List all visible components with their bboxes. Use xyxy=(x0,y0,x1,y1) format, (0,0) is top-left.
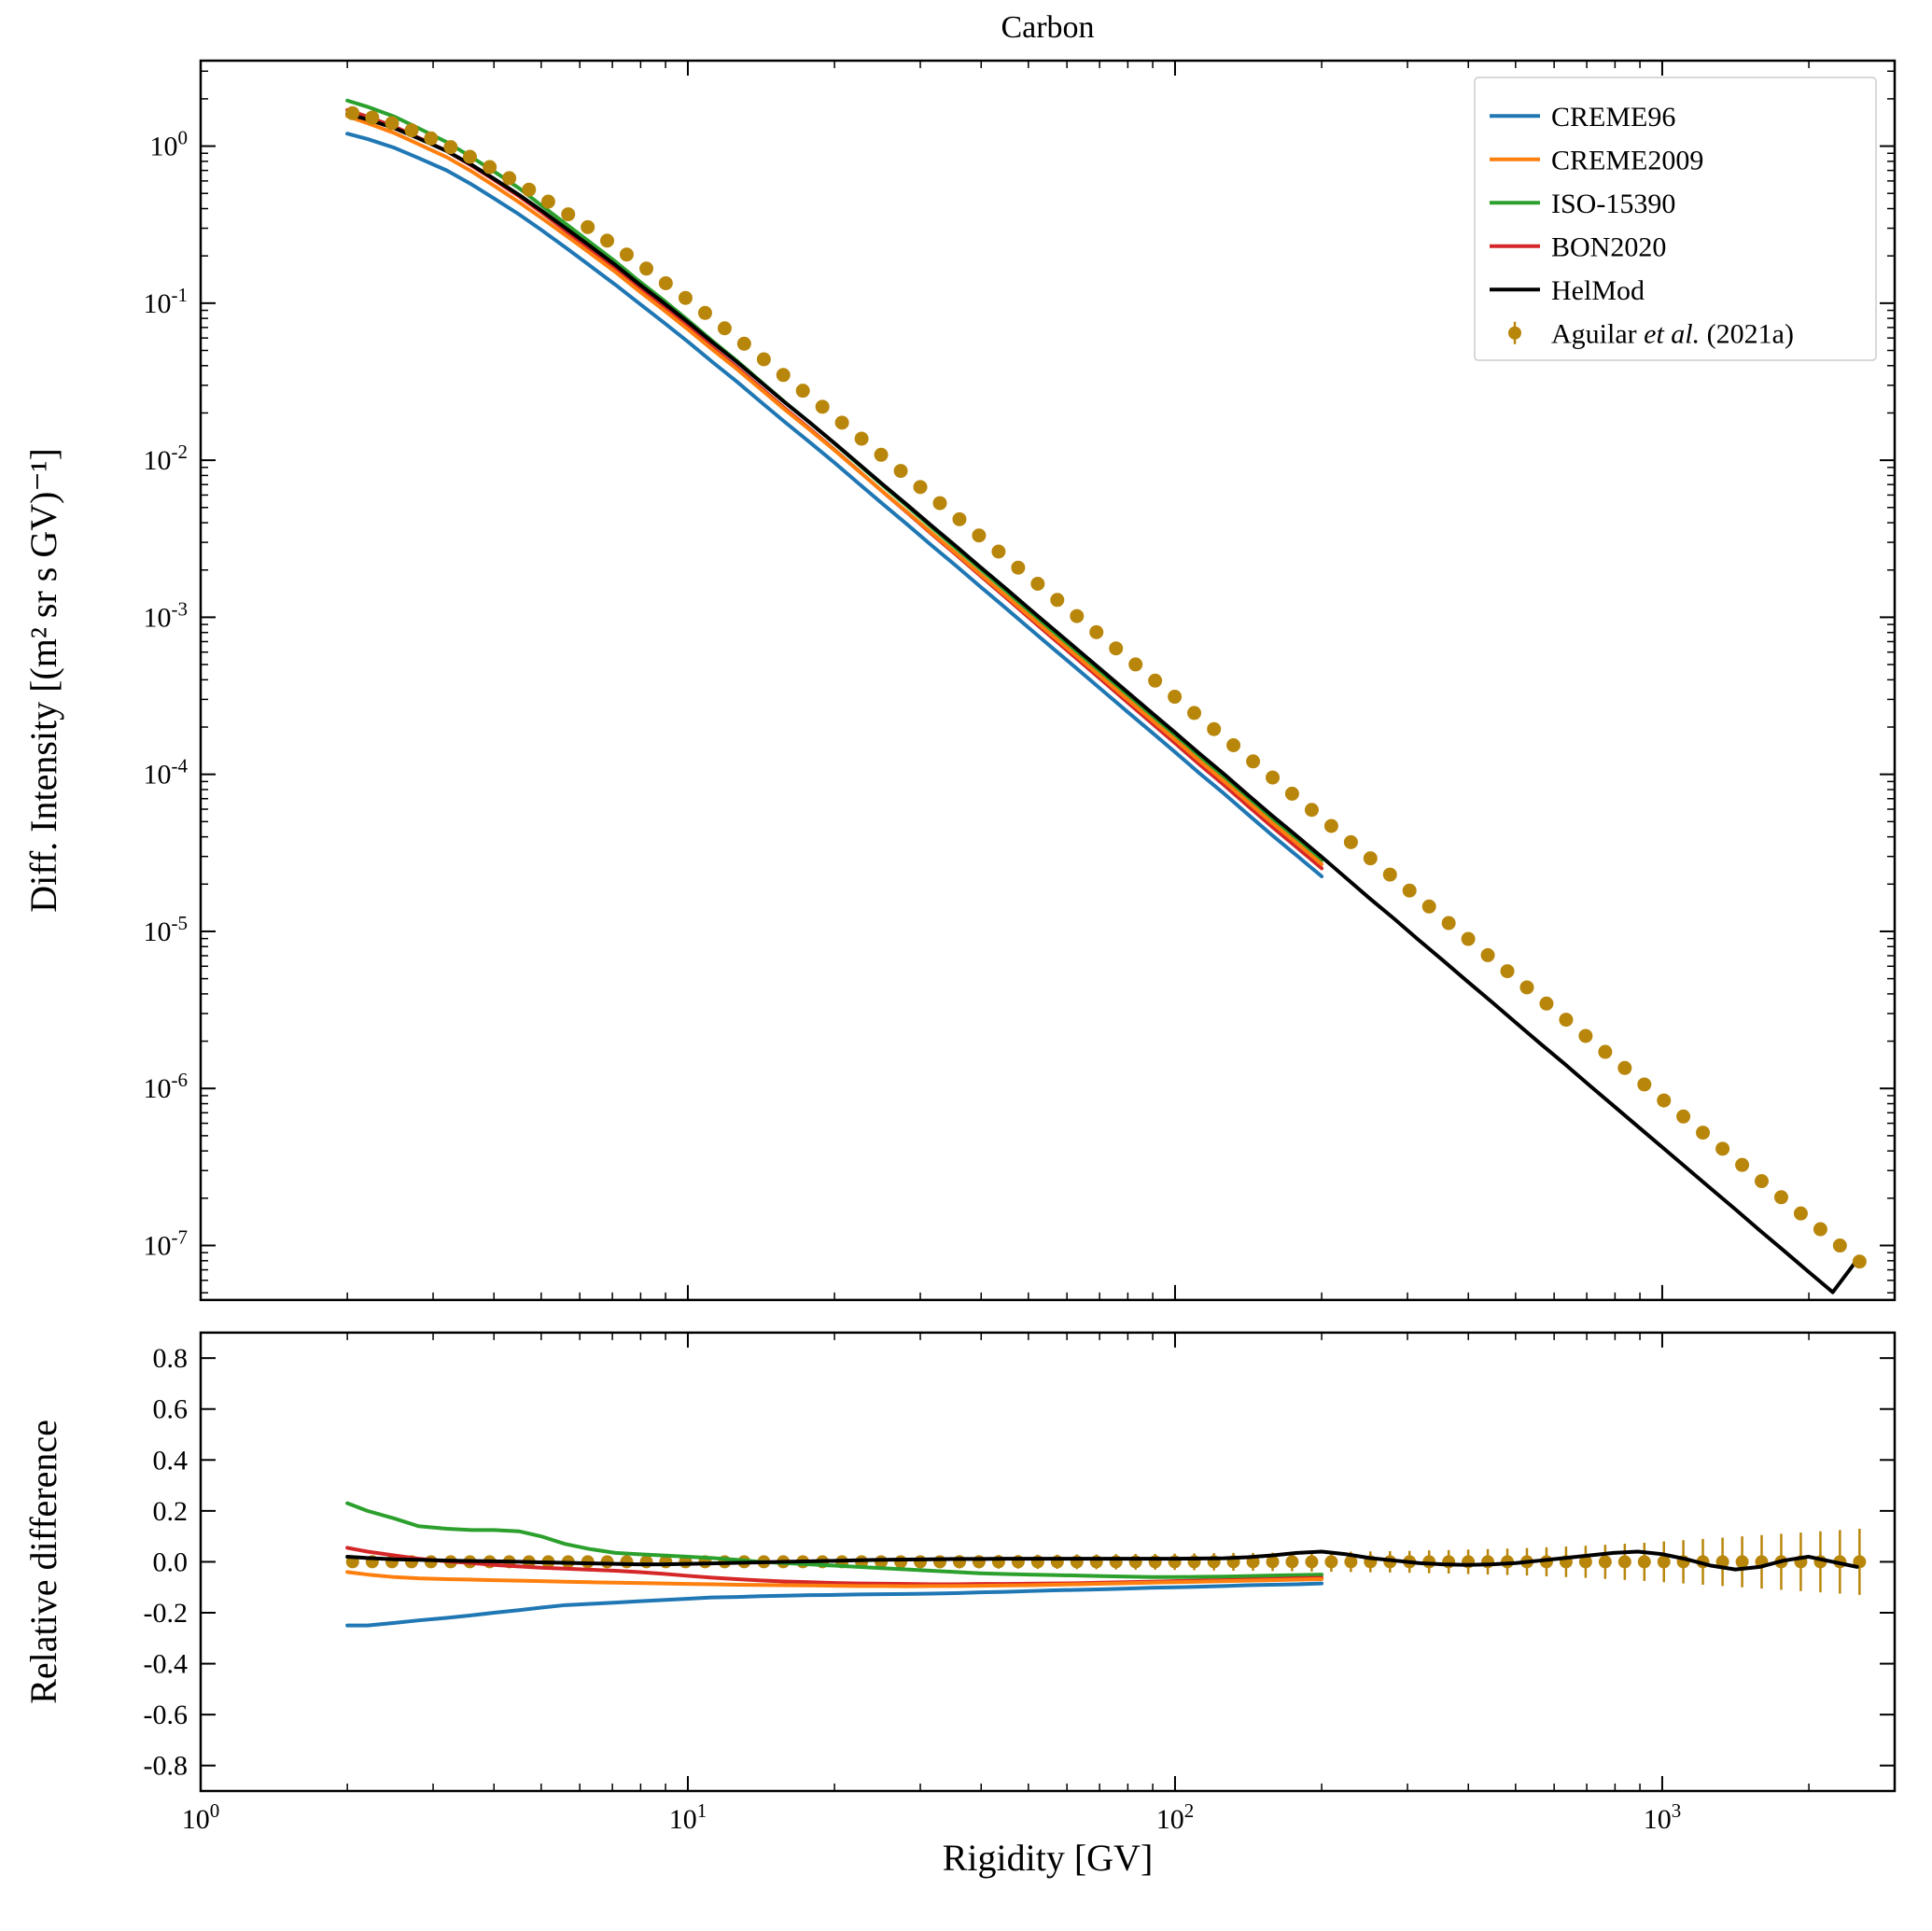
svg-text:103: 103 xyxy=(1644,1799,1682,1835)
legend-label: BON2020 xyxy=(1551,231,1666,262)
line-creme2009-bot xyxy=(347,1572,1322,1586)
svg-text:10-3: 10-3 xyxy=(144,597,189,633)
svg-text:10-1: 10-1 xyxy=(144,284,189,319)
svg-text:102: 102 xyxy=(1156,1799,1195,1835)
svg-text:10-7: 10-7 xyxy=(144,1226,189,1262)
svg-text:-0.2: -0.2 xyxy=(144,1598,189,1629)
svg-text:Carbon: Carbon xyxy=(1001,10,1094,45)
legend-label: HelMod xyxy=(1551,275,1645,306)
svg-text:10-6: 10-6 xyxy=(144,1069,189,1104)
chart-figure: Carbon 10-7 10-6 10-5 10-4 10-3 10-2 10-1 100 100… xyxy=(0,0,1932,1931)
line-creme96-bot xyxy=(347,1584,1322,1626)
y-axis-label-top: Diff. Intensity [(m² sr s GV)⁻¹] xyxy=(22,448,64,913)
svg-text:-0.4: -0.4 xyxy=(144,1649,189,1680)
svg-text:-0.8: -0.8 xyxy=(144,1751,189,1782)
legend-label: Aguilar et al. (2021a) xyxy=(1551,318,1794,349)
y-axis-label-bottom: Relative difference xyxy=(22,1420,64,1704)
svg-text:0.6: 0.6 xyxy=(153,1394,189,1425)
line-creme96-top xyxy=(347,133,1322,876)
svg-text:100: 100 xyxy=(182,1799,220,1835)
legend-marker xyxy=(1508,327,1521,340)
legend-label: ISO-15390 xyxy=(1551,189,1675,219)
svg-text:10-4: 10-4 xyxy=(144,755,189,791)
chart-svg: Carbon 10-7 10-6 10-5 10-4 10-3 10-2 10-1 100 100… xyxy=(0,0,1932,1931)
legend-label: CREME2009 xyxy=(1551,145,1703,175)
svg-text:10-2: 10-2 xyxy=(144,441,189,476)
svg-text:100: 100 xyxy=(150,127,189,162)
svg-text:0.8: 0.8 xyxy=(153,1343,189,1374)
svg-text:10-5: 10-5 xyxy=(144,912,189,947)
svg-text:0.2: 0.2 xyxy=(153,1496,189,1527)
x-axis-label: Rigidity [GV] xyxy=(943,1837,1154,1879)
svg-text:-0.6: -0.6 xyxy=(144,1700,189,1730)
svg-text:0.0: 0.0 xyxy=(153,1546,189,1577)
svg-text:0.4: 0.4 xyxy=(153,1445,189,1476)
legend-label: CREME96 xyxy=(1551,102,1675,133)
line-iso15390-top xyxy=(347,101,1322,861)
svg-text:101: 101 xyxy=(669,1799,707,1835)
